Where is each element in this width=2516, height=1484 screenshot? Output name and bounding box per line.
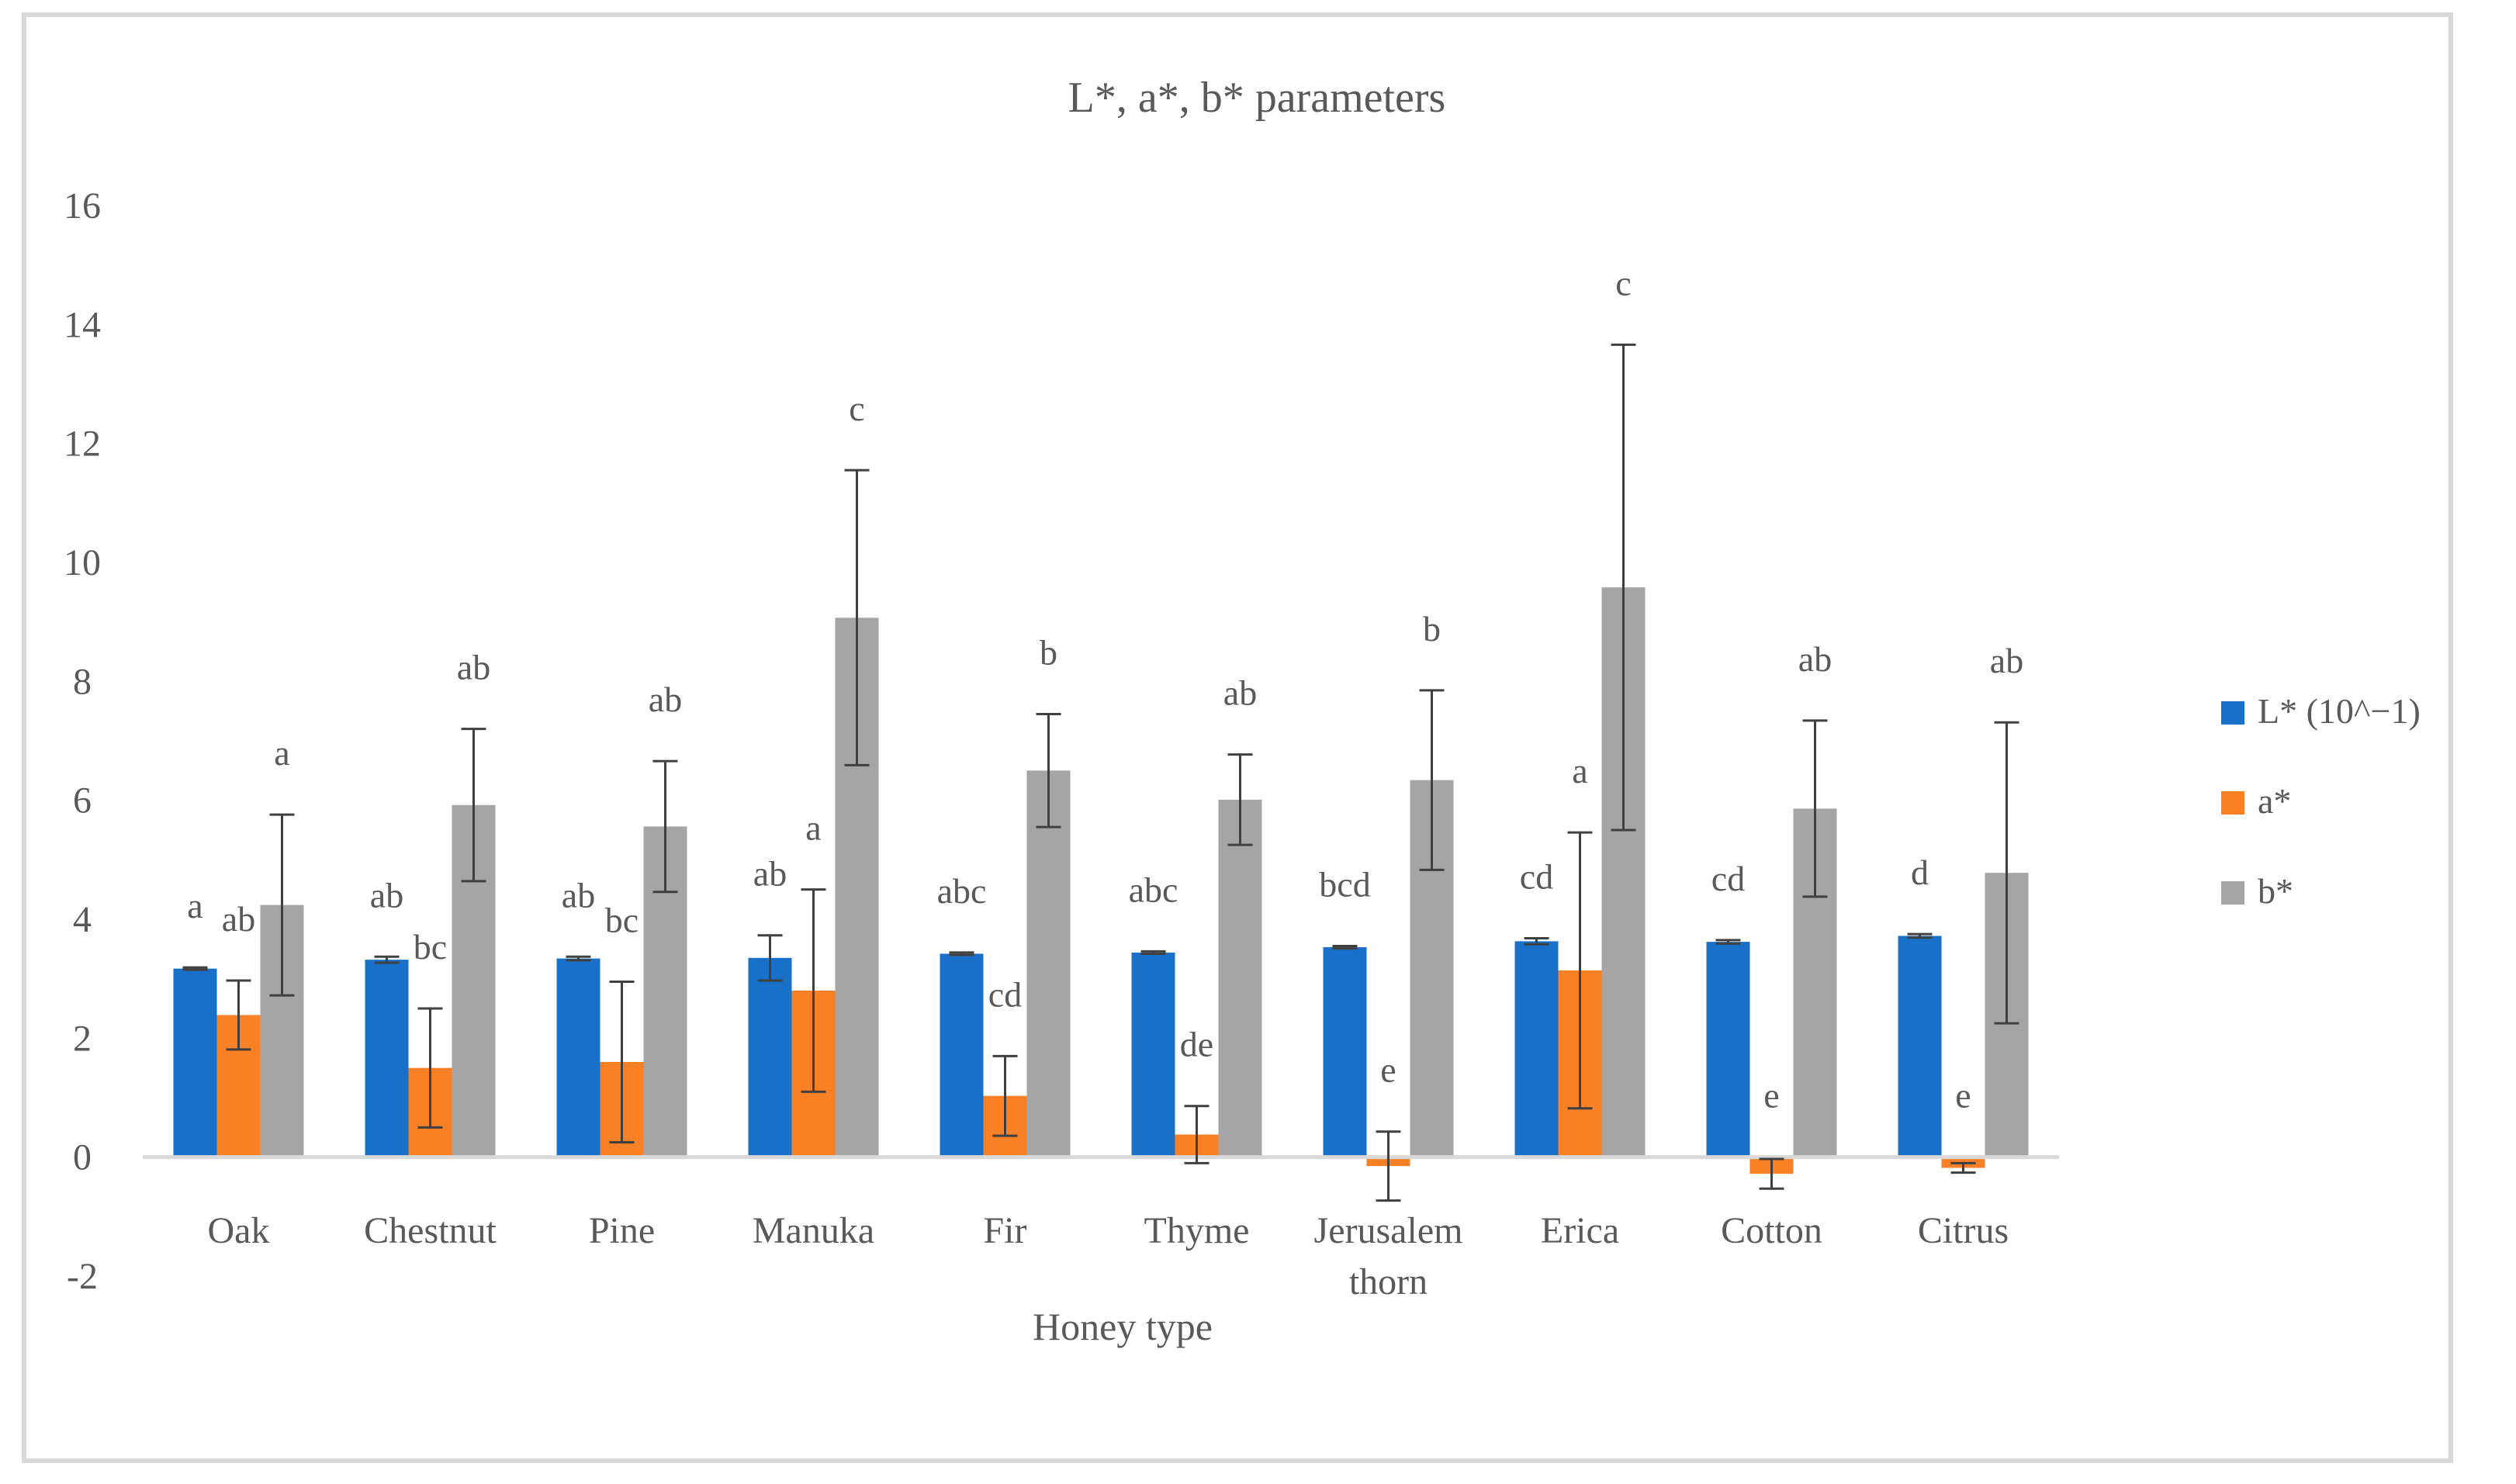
y-tick-label: 16 xyxy=(64,185,101,227)
y-tick-label: -2 xyxy=(67,1256,98,1297)
y-tick-label: 10 xyxy=(64,542,101,583)
significance-label: cd xyxy=(988,974,1022,1014)
significance-label: abc xyxy=(1129,870,1178,909)
significance-label: a xyxy=(1572,751,1587,790)
legend-swatch xyxy=(2221,791,2244,815)
significance-label: ab xyxy=(1798,639,1832,679)
legend-swatch xyxy=(2221,701,2244,725)
significance-label: ab xyxy=(562,875,595,915)
bar xyxy=(1218,799,1262,1157)
bar xyxy=(365,960,409,1157)
y-tick-label: 12 xyxy=(64,424,101,465)
y-axis-ticks: -2 0 2 4 6 8 10 12 14 16 xyxy=(64,185,101,1297)
significance-label: e xyxy=(1955,1076,1971,1116)
x-tick-label: Citrus xyxy=(1918,1210,2009,1251)
significance-label: c xyxy=(1615,263,1631,303)
significance-label: ab xyxy=(1223,673,1257,713)
significance-label: e xyxy=(1763,1076,1779,1116)
bar xyxy=(940,953,984,1157)
significance-label: b xyxy=(1423,609,1441,649)
bar xyxy=(1898,936,1942,1157)
y-tick-label: 2 xyxy=(73,1018,92,1059)
significance-letters: a abaabbcababbcababacabccdbabcdeabbcdebcd… xyxy=(187,263,2023,1115)
x-tick-label: Erica xyxy=(1541,1210,1619,1251)
significance-label: a xyxy=(274,733,289,773)
significance-label: e xyxy=(1380,1050,1396,1090)
bar xyxy=(1323,947,1367,1157)
legend-swatch xyxy=(2221,881,2244,905)
x-tick-label: Thyme xyxy=(1144,1210,1250,1251)
significance-label: ab xyxy=(753,854,787,894)
significance-label: d xyxy=(1911,853,1929,892)
bar xyxy=(748,957,792,1157)
significance-label: ab xyxy=(222,899,255,939)
y-tick-label: 14 xyxy=(64,304,101,345)
significance-label: ab xyxy=(1990,641,2023,680)
bar xyxy=(1514,941,1559,1157)
significance-label: a xyxy=(187,886,202,925)
y-tick-label: 6 xyxy=(73,780,92,822)
x-tick-label: Jerusalem xyxy=(1314,1210,1463,1251)
y-tick-label: 8 xyxy=(73,661,92,702)
significance-label: cd xyxy=(1520,857,1553,897)
bar xyxy=(1706,942,1750,1157)
x-tick-label: Chestnut xyxy=(364,1210,497,1251)
significance-label: ab xyxy=(370,875,403,915)
x-tick-label: Oak xyxy=(208,1210,270,1251)
significance-label: ab xyxy=(649,680,682,719)
significance-label: ab xyxy=(457,648,490,687)
x-tick-label: Fir xyxy=(983,1210,1026,1251)
bar xyxy=(1026,770,1071,1157)
significance-label: abc xyxy=(937,871,987,911)
legend-label: L* (10^−1) xyxy=(2258,691,2421,731)
legend-label: b* xyxy=(2258,871,2293,911)
significance-label: de xyxy=(1180,1025,1213,1064)
significance-label: bcd xyxy=(1319,865,1370,905)
y-tick-label: 4 xyxy=(73,899,92,940)
significance-label: a xyxy=(805,808,821,848)
significance-label: bc xyxy=(605,901,639,940)
bar xyxy=(173,968,217,1157)
legend: L* (10^−1) a* b* xyxy=(2221,691,2421,911)
x-tick-label: Manuka xyxy=(753,1210,874,1251)
bars xyxy=(173,587,2029,1174)
x-tick-label: thorn xyxy=(1349,1261,1428,1302)
chart-title: L*, a*, b* parameters xyxy=(1068,74,1446,122)
legend-label: a* xyxy=(2258,781,2291,821)
significance-label: b xyxy=(1040,633,1057,673)
error-bars xyxy=(182,343,2019,1202)
significance-label: c xyxy=(849,389,864,428)
x-tick-label: Cotton xyxy=(1721,1210,1822,1251)
significance-label: cd xyxy=(1711,859,1745,898)
y-tick-label: 0 xyxy=(73,1137,92,1178)
bar xyxy=(556,958,600,1157)
x-axis-ticks: Oak Chestnut Pine Manuka Fir Thyme Jerusalem th… xyxy=(208,1210,2009,1302)
bar xyxy=(1131,952,1175,1157)
significance-label: bc xyxy=(414,927,447,967)
x-tick-label: Pine xyxy=(589,1210,655,1251)
x-axis-title: Honey type xyxy=(1033,1305,1213,1348)
